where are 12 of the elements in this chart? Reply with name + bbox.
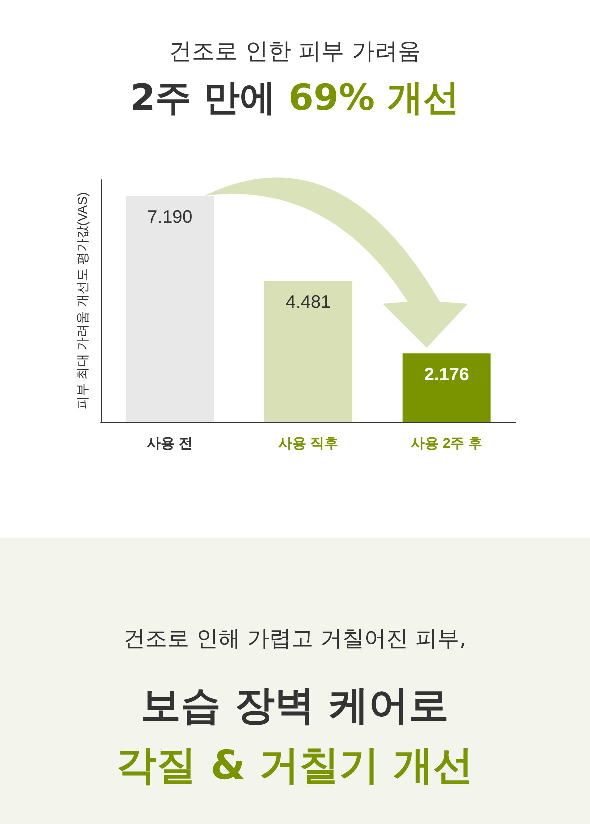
text: 각질 & 거칠기 개선: [116, 742, 474, 791]
x-tick-label: 사용 2주 후: [411, 435, 483, 451]
data-label: 7.190: [148, 207, 193, 228]
data-label: 2.176: [424, 364, 470, 385]
text: 건조로 인해 가렵고 거칠어진 피부,: [122, 626, 468, 654]
x-tick-label: 사용 전: [147, 435, 194, 451]
chart-title: 건조로 인한 피부 가려움: [168, 38, 422, 67]
x-tick-label: 사용 직후: [278, 435, 338, 451]
chart-subtitle: 2주 만에 69% 개선: [130, 78, 460, 119]
y-axis-title: 피부 최대 가려움 개선도 평가값(VAS): [75, 192, 90, 410]
text: 보습 장벽 케어로: [140, 682, 450, 731]
data-label: 4.481: [286, 292, 332, 312]
